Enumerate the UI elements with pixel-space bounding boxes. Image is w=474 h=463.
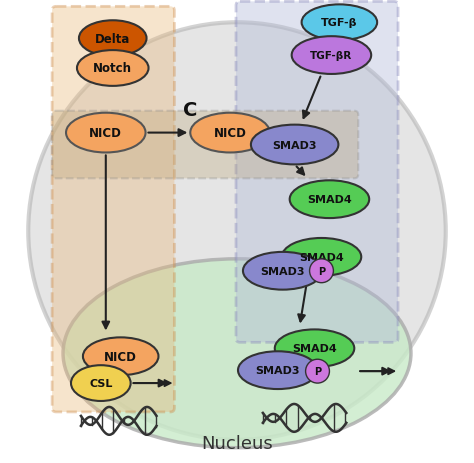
- FancyBboxPatch shape: [52, 7, 174, 412]
- Ellipse shape: [190, 113, 270, 153]
- Ellipse shape: [28, 23, 446, 440]
- Text: SMAD4: SMAD4: [307, 195, 352, 205]
- Text: Notch: Notch: [93, 63, 132, 75]
- Text: P: P: [318, 266, 325, 276]
- Text: SMAD3: SMAD3: [273, 140, 317, 150]
- Ellipse shape: [251, 125, 338, 165]
- Text: SMAD4: SMAD4: [299, 252, 344, 262]
- Ellipse shape: [275, 330, 354, 367]
- Ellipse shape: [282, 238, 361, 276]
- Text: C: C: [183, 101, 198, 120]
- Ellipse shape: [301, 6, 377, 41]
- Text: NICD: NICD: [214, 127, 246, 140]
- Text: TGF-βR: TGF-βR: [310, 51, 353, 61]
- Text: Delta: Delta: [95, 32, 130, 45]
- Text: NICD: NICD: [90, 127, 122, 140]
- Ellipse shape: [292, 37, 371, 75]
- Text: CSL: CSL: [89, 378, 112, 388]
- Ellipse shape: [238, 351, 318, 389]
- Text: SMAD3: SMAD3: [255, 365, 300, 375]
- Text: SMAD3: SMAD3: [261, 266, 305, 276]
- Ellipse shape: [79, 21, 146, 57]
- Text: TGF-β: TGF-β: [321, 18, 358, 28]
- Ellipse shape: [63, 259, 411, 448]
- Text: P: P: [314, 366, 321, 376]
- Ellipse shape: [290, 181, 369, 219]
- Ellipse shape: [77, 51, 148, 87]
- Text: Nucleus: Nucleus: [201, 434, 273, 452]
- FancyBboxPatch shape: [236, 2, 398, 343]
- Ellipse shape: [243, 252, 322, 290]
- Ellipse shape: [66, 113, 146, 153]
- Circle shape: [310, 259, 333, 283]
- FancyBboxPatch shape: [52, 112, 358, 179]
- Ellipse shape: [71, 365, 131, 401]
- Text: SMAD4: SMAD4: [292, 344, 337, 354]
- Ellipse shape: [83, 338, 158, 375]
- Text: NICD: NICD: [104, 350, 137, 363]
- Circle shape: [306, 359, 329, 383]
